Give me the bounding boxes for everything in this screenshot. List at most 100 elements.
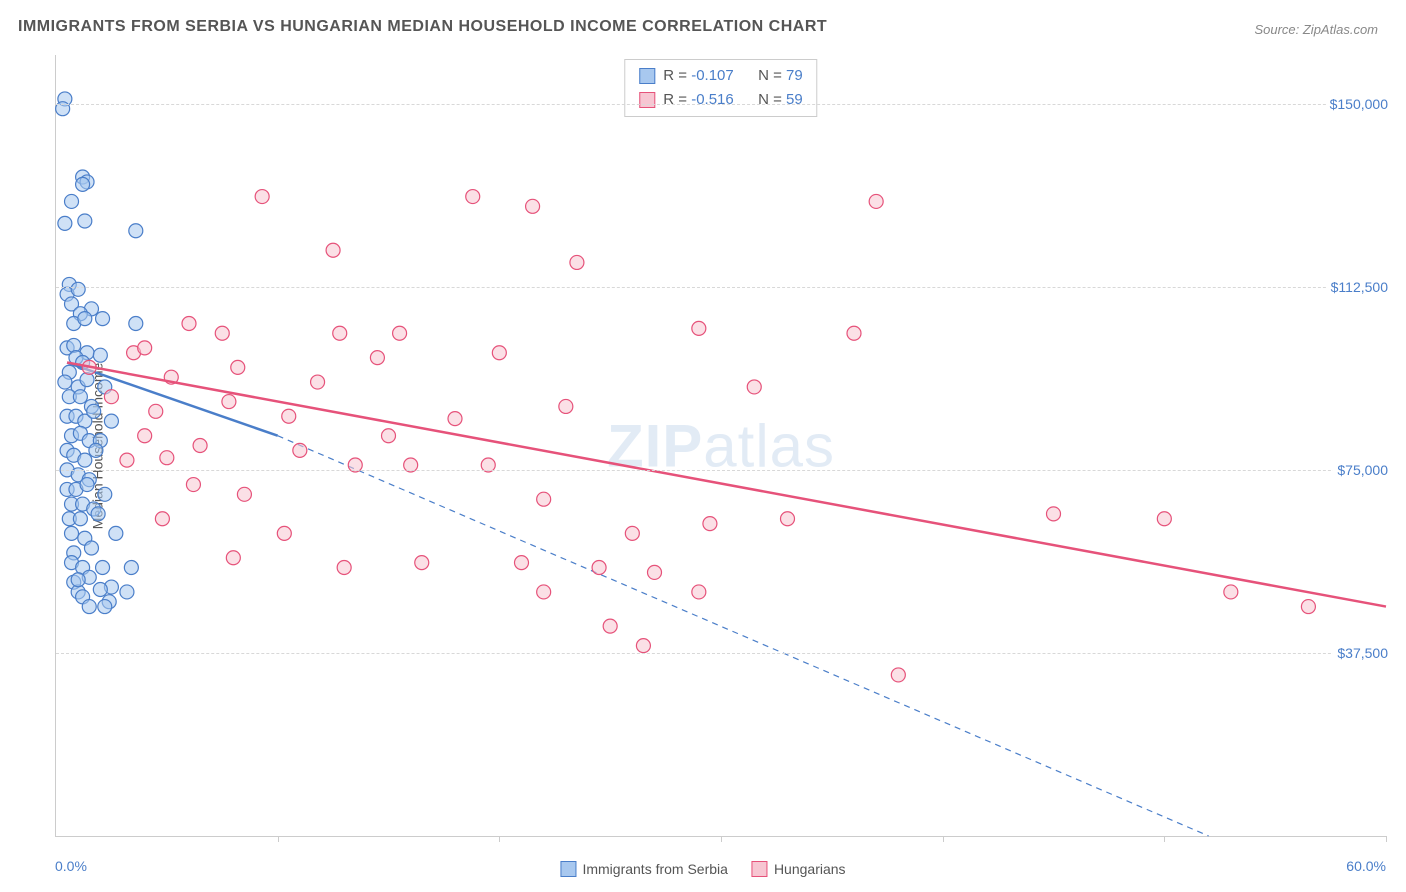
scatter-point: [231, 360, 245, 374]
scatter-point: [73, 390, 87, 404]
scatter-point: [182, 316, 196, 330]
scatter-point: [537, 585, 551, 599]
correlation-legend: R = -0.107 N = 79 R = -0.516 N = 59: [624, 59, 817, 117]
scatter-point: [149, 404, 163, 418]
scatter-point: [370, 351, 384, 365]
scatter-point: [98, 600, 112, 614]
scatter-point: [847, 326, 861, 340]
scatter-point: [109, 526, 123, 540]
scatter-point: [337, 561, 351, 575]
scatter-point: [1301, 600, 1315, 614]
scatter-point: [193, 439, 207, 453]
scatter-point: [648, 565, 662, 579]
scatter-point: [692, 321, 706, 335]
scatter-point: [65, 194, 79, 208]
x-axis-min-label: 0.0%: [55, 858, 87, 874]
scatter-point: [80, 373, 94, 387]
scatter-point: [237, 487, 251, 501]
scatter-point: [1047, 507, 1061, 521]
y-tick-label: $150,000: [1326, 96, 1392, 112]
legend-label: Immigrants from Serbia: [582, 861, 727, 877]
y-tick-label: $37,500: [1333, 645, 1392, 661]
scatter-point: [747, 380, 761, 394]
n-label: N = 79: [758, 64, 803, 88]
scatter-point: [333, 326, 347, 340]
x-tick-mark: [1164, 836, 1165, 842]
legend-swatch: [639, 68, 655, 84]
scatter-point: [466, 190, 480, 204]
scatter-point: [1224, 585, 1238, 599]
scatter-point: [393, 326, 407, 340]
chart-title: IMMIGRANTS FROM SERBIA VS HUNGARIAN MEDI…: [18, 18, 827, 36]
scatter-point: [891, 668, 905, 682]
scatter-point: [96, 561, 110, 575]
y-tick-label: $75,000: [1333, 462, 1392, 478]
stats-row: R = -0.516 N = 59: [639, 88, 802, 112]
scatter-point: [104, 390, 118, 404]
scatter-point: [91, 507, 105, 521]
scatter-point: [124, 561, 138, 575]
scatter-point: [138, 341, 152, 355]
scatter-point: [415, 556, 429, 570]
scatter-point: [104, 414, 118, 428]
scatter-point: [82, 600, 96, 614]
r-label: R = -0.516: [663, 88, 733, 112]
scatter-point: [76, 177, 90, 191]
scatter-point: [138, 429, 152, 443]
scatter-point: [226, 551, 240, 565]
scatter-point: [492, 346, 506, 360]
scatter-point: [71, 282, 85, 296]
regression-extrapolation: [278, 436, 1209, 836]
scatter-point: [58, 375, 72, 389]
scatter-point: [215, 326, 229, 340]
scatter-point: [73, 512, 87, 526]
x-tick-mark: [278, 836, 279, 842]
scatter-point: [78, 453, 92, 467]
scatter-point: [537, 492, 551, 506]
scatter-point: [84, 541, 98, 555]
scatter-point: [781, 512, 795, 526]
r-label: R = -0.107: [663, 64, 733, 88]
x-tick-mark: [1386, 836, 1387, 842]
scatter-point: [129, 316, 143, 330]
scatter-point: [93, 582, 107, 596]
scatter-point: [448, 412, 462, 426]
scatter-point: [515, 556, 529, 570]
scatter-point: [277, 526, 291, 540]
scatter-point: [559, 399, 573, 413]
legend-swatch: [560, 861, 576, 877]
legend-label: Hungarians: [774, 861, 846, 877]
scatter-point: [625, 526, 639, 540]
gridline: [56, 104, 1386, 105]
scatter-point: [155, 512, 169, 526]
plot-area: ZIPatlas R = -0.107 N = 79 R = -0.516 N …: [55, 55, 1386, 837]
scatter-point: [65, 526, 79, 540]
scatter-point: [78, 312, 92, 326]
scatter-point: [96, 312, 110, 326]
legend-swatch: [752, 861, 768, 877]
x-tick-mark: [721, 836, 722, 842]
scatter-point: [98, 487, 112, 501]
scatter-point: [570, 255, 584, 269]
scatter-svg: [56, 55, 1386, 836]
scatter-point: [222, 395, 236, 409]
scatter-point: [129, 224, 143, 238]
scatter-point: [186, 478, 200, 492]
scatter-point: [382, 429, 396, 443]
scatter-point: [703, 517, 717, 531]
x-axis-max-label: 60.0%: [1346, 858, 1386, 874]
scatter-point: [93, 348, 107, 362]
scatter-point: [160, 451, 174, 465]
gridline: [56, 653, 1386, 654]
scatter-point: [869, 194, 883, 208]
scatter-point: [326, 243, 340, 257]
scatter-point: [78, 214, 92, 228]
stats-row: R = -0.107 N = 79: [639, 64, 802, 88]
scatter-point: [89, 443, 103, 457]
source-attribution: Source: ZipAtlas.com: [1254, 22, 1378, 37]
y-tick-label: $112,500: [1327, 279, 1392, 295]
scatter-point: [80, 478, 94, 492]
scatter-point: [87, 404, 101, 418]
scatter-point: [58, 216, 72, 230]
scatter-point: [592, 561, 606, 575]
